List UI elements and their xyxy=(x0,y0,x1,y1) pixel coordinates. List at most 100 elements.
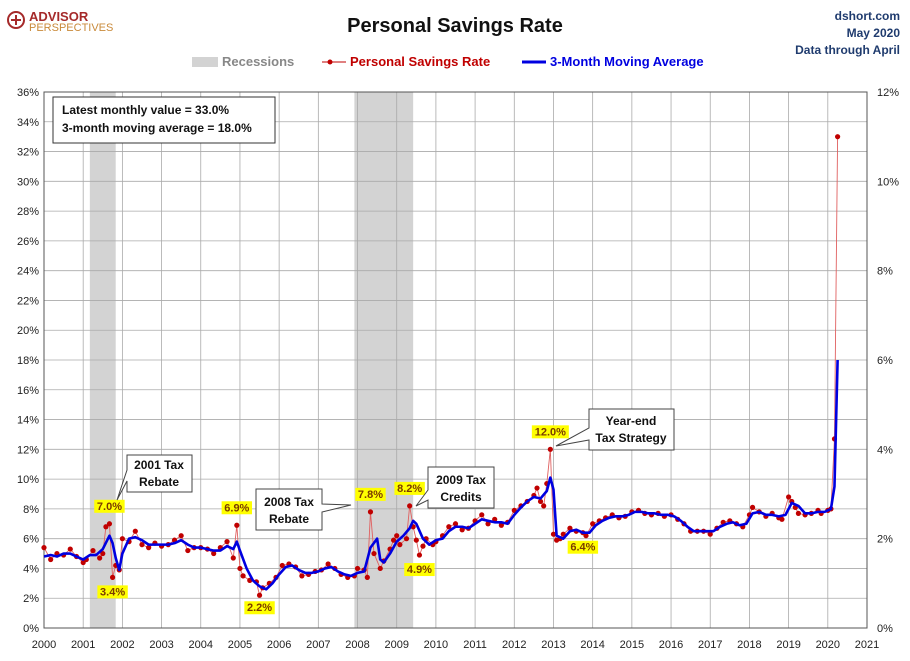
y-left-tick-label: 36% xyxy=(17,87,39,99)
x-tick-label: 2004 xyxy=(189,639,213,651)
stats-box: Latest monthly value = 33.0% 3-month mov… xyxy=(52,96,276,144)
callout-2008-line-2: Rebate xyxy=(269,512,309,526)
y-right-tick-label: 4% xyxy=(877,444,893,456)
callout-2001-line-1: 2001 Tax xyxy=(134,458,184,472)
x-tick-label: 2012 xyxy=(502,639,526,651)
savings-rate-point xyxy=(537,498,544,505)
savings-rate-point xyxy=(325,561,331,567)
savings-rate-point xyxy=(403,536,410,542)
savings-rate-point xyxy=(224,539,230,545)
x-tick-label: 2015 xyxy=(620,639,644,651)
savings-rate-point xyxy=(97,555,103,561)
savings-rate-point xyxy=(109,574,116,580)
savings-rate-point xyxy=(234,522,240,528)
savings-rate-point xyxy=(67,546,73,552)
date-label: May 2020 xyxy=(847,26,901,40)
savings-rate-point xyxy=(103,524,109,530)
x-tick-label: 2020 xyxy=(816,639,840,651)
y-left-tick-label: 10% xyxy=(17,474,39,486)
y-left-tick-label: 2% xyxy=(23,593,39,605)
series-3-month-moving-average xyxy=(43,359,839,591)
x-tick-label: 2018 xyxy=(737,639,761,651)
grid xyxy=(43,91,868,629)
highlight-label: 8.2% xyxy=(397,483,422,495)
savings-rate-point xyxy=(397,542,403,548)
x-tick-label: 2009 xyxy=(384,639,408,651)
savings-rate-point xyxy=(139,542,145,548)
y-right-tick-label: 0% xyxy=(877,623,893,635)
savings-rate-point xyxy=(446,524,452,530)
savings-rate-point xyxy=(550,531,557,537)
highlight-bg xyxy=(355,487,386,501)
savings-rate-point xyxy=(583,533,589,539)
x-tick-label: 2007 xyxy=(306,639,330,651)
savings-rate-point xyxy=(364,574,370,580)
savings-rate-point xyxy=(178,533,184,539)
savings-rate-point xyxy=(394,533,400,539)
y-right-tick-label: 12% xyxy=(877,87,899,99)
highlight-bg xyxy=(567,540,599,554)
highlight-label: 7.0% xyxy=(97,501,122,513)
savings-rate-point xyxy=(390,537,397,543)
y-right-tick-label: 10% xyxy=(877,176,899,188)
savings-rate-point xyxy=(211,550,217,557)
savings-rate-point xyxy=(479,512,485,518)
x-tick-label: 2008 xyxy=(345,639,369,651)
y-left-tick-label: 32% xyxy=(17,147,39,159)
savings-rate-point xyxy=(41,545,47,551)
x-tick-label: 2003 xyxy=(149,639,173,651)
x-tick-label: 2002 xyxy=(110,639,134,651)
y-left-tick-label: 16% xyxy=(17,385,39,397)
y-left-tick-label: 28% xyxy=(17,206,39,218)
chart-title: Personal Savings Rate xyxy=(347,15,563,37)
y-left-tick-label: 22% xyxy=(17,295,39,307)
y-axis-right: 0% 2% 4% 6% 8% 10% 12% xyxy=(877,87,899,635)
savings-rate-point xyxy=(416,552,423,558)
x-tick-label: 2000 xyxy=(32,639,56,651)
y-left-tick-label: 4% xyxy=(23,563,39,575)
savings-rate-point xyxy=(567,525,573,531)
y-left-tick-label: 26% xyxy=(17,236,39,248)
y-left-tick-label: 14% xyxy=(17,415,39,427)
savings-rate-point xyxy=(230,555,236,561)
savings-rate-point xyxy=(795,510,802,516)
legend-monthly-dot xyxy=(327,59,333,65)
savings-rate-point xyxy=(100,550,106,557)
savings-rate-point xyxy=(371,550,377,557)
highlight-label: 3.4% xyxy=(100,586,125,598)
x-tick-label: 2011 xyxy=(463,639,487,651)
source-label: dshort.com xyxy=(835,9,900,23)
callout-2009-line-1: 2009 Tax xyxy=(436,473,486,487)
y-left-tick-label: 12% xyxy=(17,444,39,456)
highlight-labels: 7.0% 3.4% 6.9% 2.2% 7.8% 8.2% 4.9% 12.0% 6.4% xyxy=(94,425,599,615)
callout-2001-line-2: Rebate xyxy=(139,475,179,489)
savings-rate-point xyxy=(541,503,547,509)
savings-rate-point xyxy=(459,527,465,533)
highlight-bg xyxy=(221,501,253,515)
x-axis: 2000 2001 2002 2003 2004 2005 2006 2007 2008 2009… xyxy=(32,639,879,651)
highlight-bg xyxy=(97,585,128,599)
y-right-tick-label: 6% xyxy=(877,355,893,367)
savings-rate-point xyxy=(452,521,459,527)
x-tick-label: 2021 xyxy=(855,639,879,651)
callout-2008-tax-rebate: 2008 Tax Rebate xyxy=(255,488,352,531)
savings-rate-point xyxy=(786,494,792,500)
savings-rate-point xyxy=(299,573,305,579)
brand-line-1: ADVISOR xyxy=(29,9,89,24)
savings-rate-point xyxy=(498,522,504,528)
savings-rate-point xyxy=(485,521,491,527)
savings-rate-point xyxy=(48,556,54,563)
x-tick-label: 2017 xyxy=(698,639,722,651)
highlight-label: 6.4% xyxy=(570,542,595,554)
callout-yearend-line-2: Tax Strategy xyxy=(595,431,666,445)
savings-rate-point xyxy=(590,521,596,527)
savings-rate-point xyxy=(547,446,553,452)
savings-rate-point xyxy=(367,509,374,515)
brand-logo: ADVISOR PERSPECTIVES xyxy=(7,9,113,34)
legend-moving-average: 3-Month Moving Average xyxy=(550,54,704,69)
savings-rate-point xyxy=(119,536,125,542)
highlight-bg xyxy=(531,425,569,439)
stats-latest-monthly: Latest monthly value = 33.0% xyxy=(62,103,229,117)
legend-recessions: Recessions xyxy=(222,54,294,69)
